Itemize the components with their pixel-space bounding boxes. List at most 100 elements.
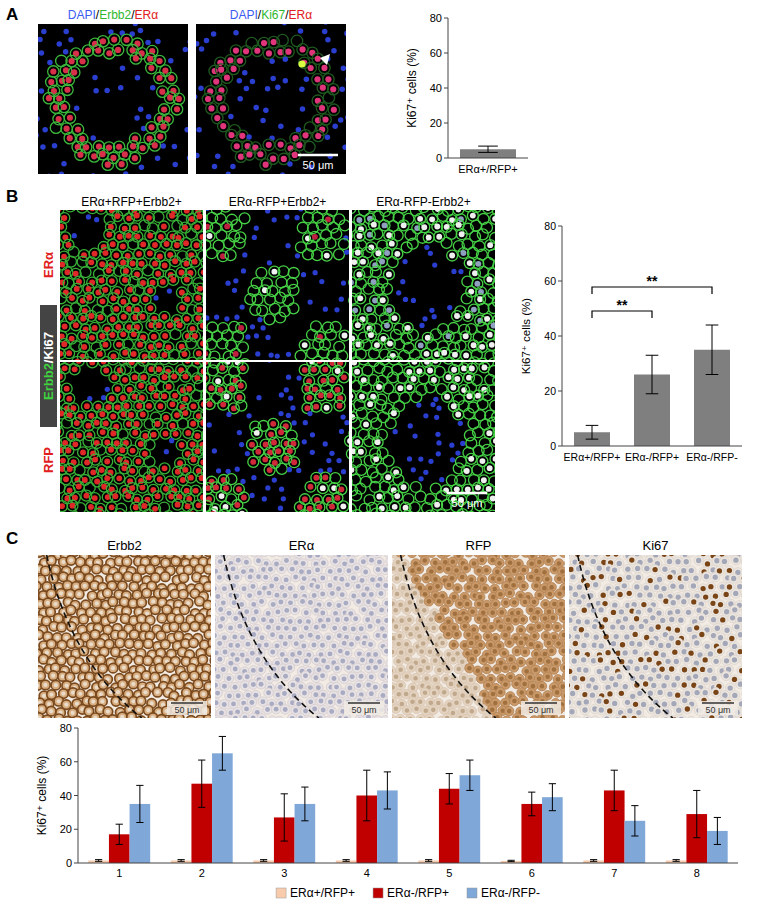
cell-membrane <box>154 72 165 83</box>
nucleus <box>81 344 87 350</box>
cell-membrane <box>70 492 81 503</box>
nucleus <box>161 352 167 358</box>
label-part: Ki67 <box>261 8 285 22</box>
nucleus <box>170 423 176 429</box>
image-background <box>206 210 349 360</box>
nucleus <box>322 367 328 373</box>
nucleus <box>250 459 256 465</box>
cell-membrane <box>495 242 496 253</box>
nucleus <box>40 144 46 150</box>
cell-membrane <box>325 238 336 249</box>
nucleus <box>156 322 162 328</box>
nucleus <box>422 316 427 321</box>
cell-membrane <box>149 375 160 386</box>
nucleus <box>66 396 72 402</box>
cell-membrane <box>196 357 203 360</box>
cell-membrane <box>97 148 108 159</box>
cell-membrane <box>317 483 328 494</box>
nucleus <box>304 77 310 83</box>
nucleus <box>137 342 143 348</box>
nucleus <box>90 135 96 141</box>
cell-membrane <box>283 46 294 57</box>
nucleus <box>302 132 308 138</box>
nucleus <box>193 488 199 494</box>
cell-membrane <box>186 338 197 349</box>
nucleus <box>47 60 53 65</box>
nucleus <box>92 251 98 257</box>
nucleus <box>230 164 236 170</box>
cell-membrane <box>289 457 300 468</box>
cell-membrane <box>171 104 182 115</box>
cell-membrane <box>84 292 95 303</box>
nucleus <box>85 423 91 429</box>
nucleus <box>322 29 328 35</box>
nucleus <box>138 28 144 33</box>
nucleus <box>200 234 203 240</box>
cell-membrane <box>324 390 335 401</box>
nucleus <box>287 161 293 167</box>
nucleus <box>168 58 174 64</box>
nucleus <box>279 487 284 492</box>
cell-membrane <box>172 466 183 477</box>
cell-membrane <box>145 285 156 296</box>
nucleus <box>463 352 469 358</box>
cell-membrane <box>382 320 393 331</box>
nucleus <box>199 46 205 52</box>
cell-membrane <box>239 359 250 360</box>
nucleus <box>296 127 302 133</box>
nucleus <box>491 323 495 329</box>
nucleus <box>292 152 298 158</box>
cell-membrane <box>364 304 375 315</box>
nucleus <box>190 360 196 361</box>
cell-membrane <box>155 231 166 242</box>
cell-membrane <box>330 473 341 484</box>
nucleus <box>122 350 128 356</box>
cell-membrane <box>312 494 323 505</box>
nucleus <box>67 487 73 493</box>
cell-membrane <box>222 330 233 341</box>
cell-membrane <box>200 445 203 456</box>
cell-membrane <box>305 481 316 492</box>
nucleus <box>161 224 167 230</box>
cell-membrane <box>316 102 327 113</box>
cell-membrane <box>263 48 274 59</box>
nucleus <box>91 173 97 174</box>
nucleus <box>341 280 346 285</box>
nucleus <box>399 210 405 211</box>
nucleus <box>74 359 80 360</box>
nucleus <box>219 493 225 499</box>
nucleus <box>252 235 257 240</box>
cell-membrane <box>366 330 377 341</box>
nucleus <box>267 467 273 473</box>
micrograph <box>352 210 495 360</box>
cell-membrane <box>355 349 366 360</box>
nucleus <box>61 341 67 347</box>
nucleus <box>366 306 372 312</box>
cell-membrane <box>338 239 349 250</box>
cell-membrane <box>206 373 210 384</box>
nucleus <box>122 377 128 383</box>
cell-membrane <box>107 330 118 341</box>
nucleus <box>80 449 86 455</box>
nucleus <box>88 259 94 265</box>
cell-membrane <box>176 512 187 513</box>
cell-membrane <box>214 92 225 103</box>
nucleus <box>278 123 284 129</box>
cell-membrane <box>129 133 140 144</box>
cell-membrane <box>349 277 350 288</box>
nucleus <box>196 127 202 133</box>
nucleus <box>38 37 43 43</box>
nucleus <box>257 317 262 322</box>
cell-membrane <box>216 85 227 96</box>
cell-membrane <box>198 399 203 410</box>
nucleus <box>396 290 401 295</box>
nucleus <box>166 384 172 390</box>
nucleus <box>371 222 377 228</box>
cell-membrane <box>132 322 143 333</box>
cell-membrane <box>226 340 237 351</box>
cell-membrane <box>363 283 374 294</box>
cell-membrane <box>198 338 203 349</box>
nucleus <box>224 223 230 229</box>
nucleus <box>109 504 115 510</box>
nucleus <box>241 495 247 501</box>
